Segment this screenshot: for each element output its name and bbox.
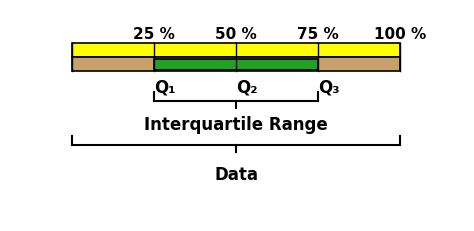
Text: 25 %: 25 % bbox=[133, 27, 175, 42]
Text: 50 %: 50 % bbox=[216, 27, 257, 42]
Text: 100 %: 100 % bbox=[374, 27, 427, 42]
Text: Data: Data bbox=[214, 165, 258, 183]
Text: 75 %: 75 % bbox=[298, 27, 339, 42]
Text: Q₂: Q₂ bbox=[237, 79, 258, 97]
Text: Q₁: Q₁ bbox=[155, 79, 176, 97]
Bar bbox=[73, 44, 401, 58]
Bar bbox=[73, 58, 401, 72]
Bar bbox=[155, 60, 319, 71]
Text: Q₃: Q₃ bbox=[319, 79, 340, 97]
Text: Interquartile Range: Interquartile Range bbox=[145, 116, 328, 134]
